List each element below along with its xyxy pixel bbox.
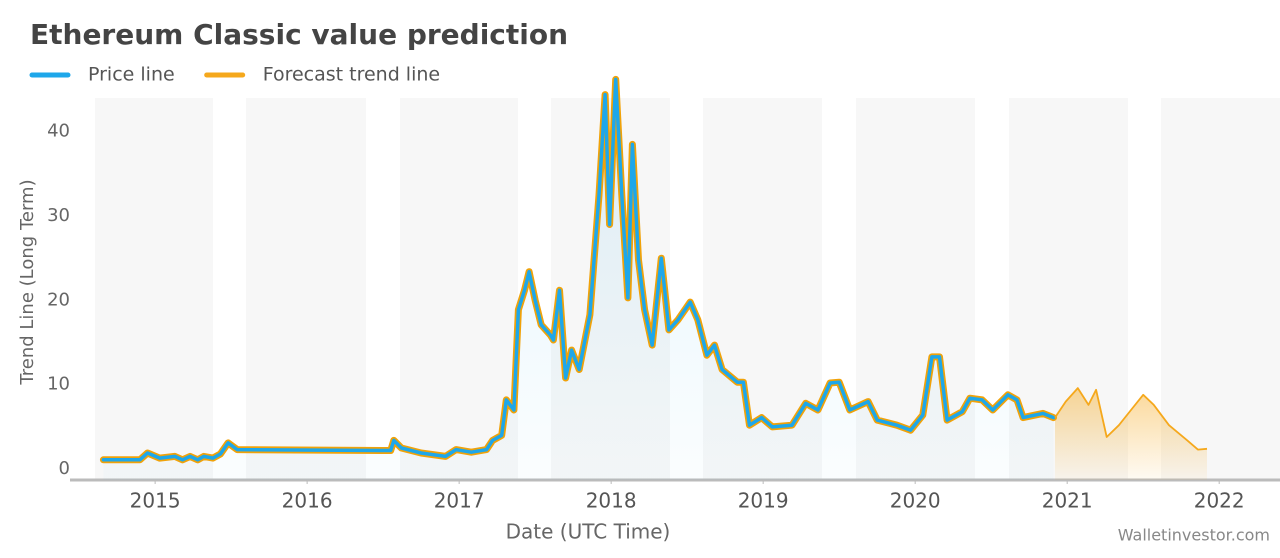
y-tick-label: 30 — [47, 205, 70, 226]
x-tick-label: 2015 — [130, 489, 181, 513]
band — [400, 98, 518, 480]
x-tick-label: 2020 — [890, 489, 941, 513]
x-tick-label: 2022 — [1194, 489, 1245, 513]
band — [95, 98, 213, 480]
watermark: Walletinvestor.com — [1118, 526, 1270, 545]
y-tick-label: 40 — [47, 121, 70, 142]
x-axis-label: Date (UTC Time) — [506, 520, 671, 544]
y-tick-label: 20 — [47, 289, 70, 310]
x-tick-label: 2019 — [738, 489, 789, 513]
area — [103, 79, 1054, 481]
y-tick-label: 10 — [47, 374, 70, 395]
area — [1055, 388, 1207, 480]
x-tick-label: 2021 — [1042, 489, 1093, 513]
x-tick-label: 2018 — [586, 489, 637, 513]
x-tick-label: 2016 — [282, 489, 333, 513]
forecast-line — [1054, 387, 1208, 451]
y-axis-label: Trend Line (Long Term) — [17, 179, 38, 385]
price-line — [101, 77, 1056, 462]
chart-title: Ethereum Classic value prediction — [30, 18, 568, 51]
legend-label: Price line — [88, 64, 175, 86]
legend-label: Forecast trend line — [263, 64, 440, 86]
band — [246, 98, 366, 480]
x-tick-label: 2017 — [434, 489, 485, 513]
band — [1161, 98, 1280, 480]
y-tick-label: 0 — [59, 458, 70, 479]
